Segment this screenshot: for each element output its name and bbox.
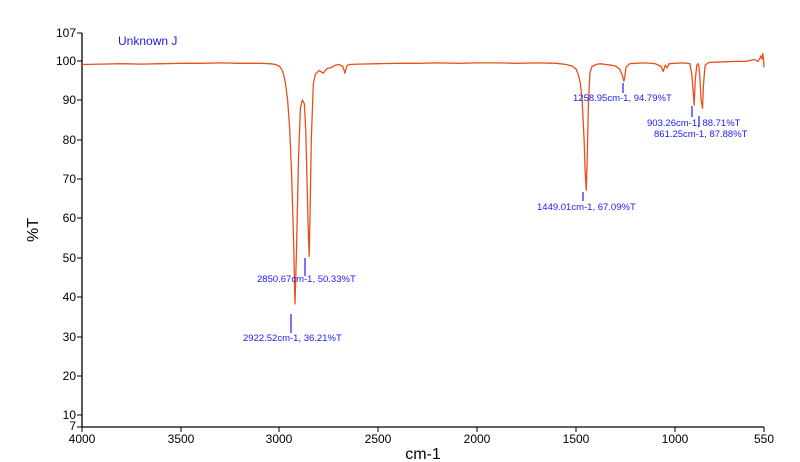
y-axis-title: %T xyxy=(25,218,42,242)
y-axis-ticks: 107 100 90 80 70 60 50 40 30 20 10 7 xyxy=(56,26,82,433)
x-axis-ticks: 4000 3500 3000 2500 2000 1500 1000 550 xyxy=(69,427,774,446)
y-tick-label: 40 xyxy=(63,290,77,304)
y-tick-label: 100 xyxy=(56,54,76,68)
x-tick-label: 1500 xyxy=(563,432,590,446)
x-tick-label: 2000 xyxy=(464,432,491,446)
y-tick-label: 30 xyxy=(63,330,77,344)
x-tick-label: 550 xyxy=(754,432,774,446)
peak-label-1449: 1449.01cm-1, 67.09%T xyxy=(537,202,636,213)
x-axis-title: cm-1 xyxy=(405,446,441,462)
y-tick-label: 10 xyxy=(63,408,77,422)
peak-label-2850: 2850.67cm-1, 50.33%T xyxy=(257,274,356,285)
y-tick-label: 107 xyxy=(56,26,76,40)
y-tick-label: 80 xyxy=(63,133,77,147)
y-tick-label: 50 xyxy=(63,251,77,265)
peak-markers xyxy=(290,83,700,333)
axes xyxy=(81,33,764,428)
y-tick-label: 90 xyxy=(63,93,77,107)
y-tick-label: 7 xyxy=(69,419,76,433)
y-tick-label: 60 xyxy=(63,211,77,225)
spectrum-line xyxy=(81,52,765,305)
x-tick-label: 3500 xyxy=(168,432,195,446)
peak-label-1258: 1258.95cm-1, 94.79%T xyxy=(573,93,672,104)
x-tick-label: 1000 xyxy=(662,432,689,446)
x-tick-label: 2500 xyxy=(365,432,392,446)
peak-label-903: 903.26cm-1, 88.71%T xyxy=(647,118,741,129)
peak-label-2922: 2922.52cm-1, 36.21%T xyxy=(243,333,342,344)
x-tick-label: 3000 xyxy=(266,432,293,446)
x-tick-label: 4000 xyxy=(69,432,96,446)
y-tick-label: 20 xyxy=(63,369,77,383)
peak-label-861: 861.25cm-1, 87.88%T xyxy=(654,129,748,140)
chart-title: Unknown J xyxy=(118,34,177,48)
y-tick-label: 70 xyxy=(63,172,77,186)
peak-annotations: 2922.52cm-1, 36.21%T 2850.67cm-1, 50.33%… xyxy=(243,93,748,344)
